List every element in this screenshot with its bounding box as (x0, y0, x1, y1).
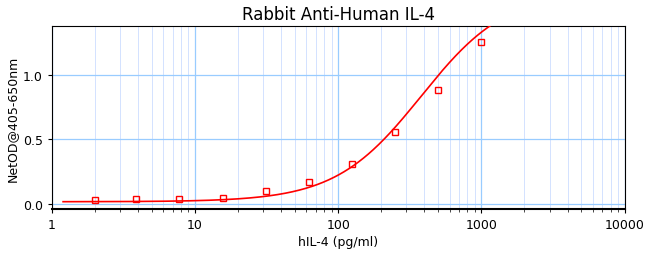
Y-axis label: NetOD@405-650nm: NetOD@405-650nm (6, 55, 19, 181)
Title: Rabbit Anti-Human IL-4: Rabbit Anti-Human IL-4 (242, 6, 435, 23)
X-axis label: hIL-4 (pg/ml): hIL-4 (pg/ml) (298, 235, 378, 248)
